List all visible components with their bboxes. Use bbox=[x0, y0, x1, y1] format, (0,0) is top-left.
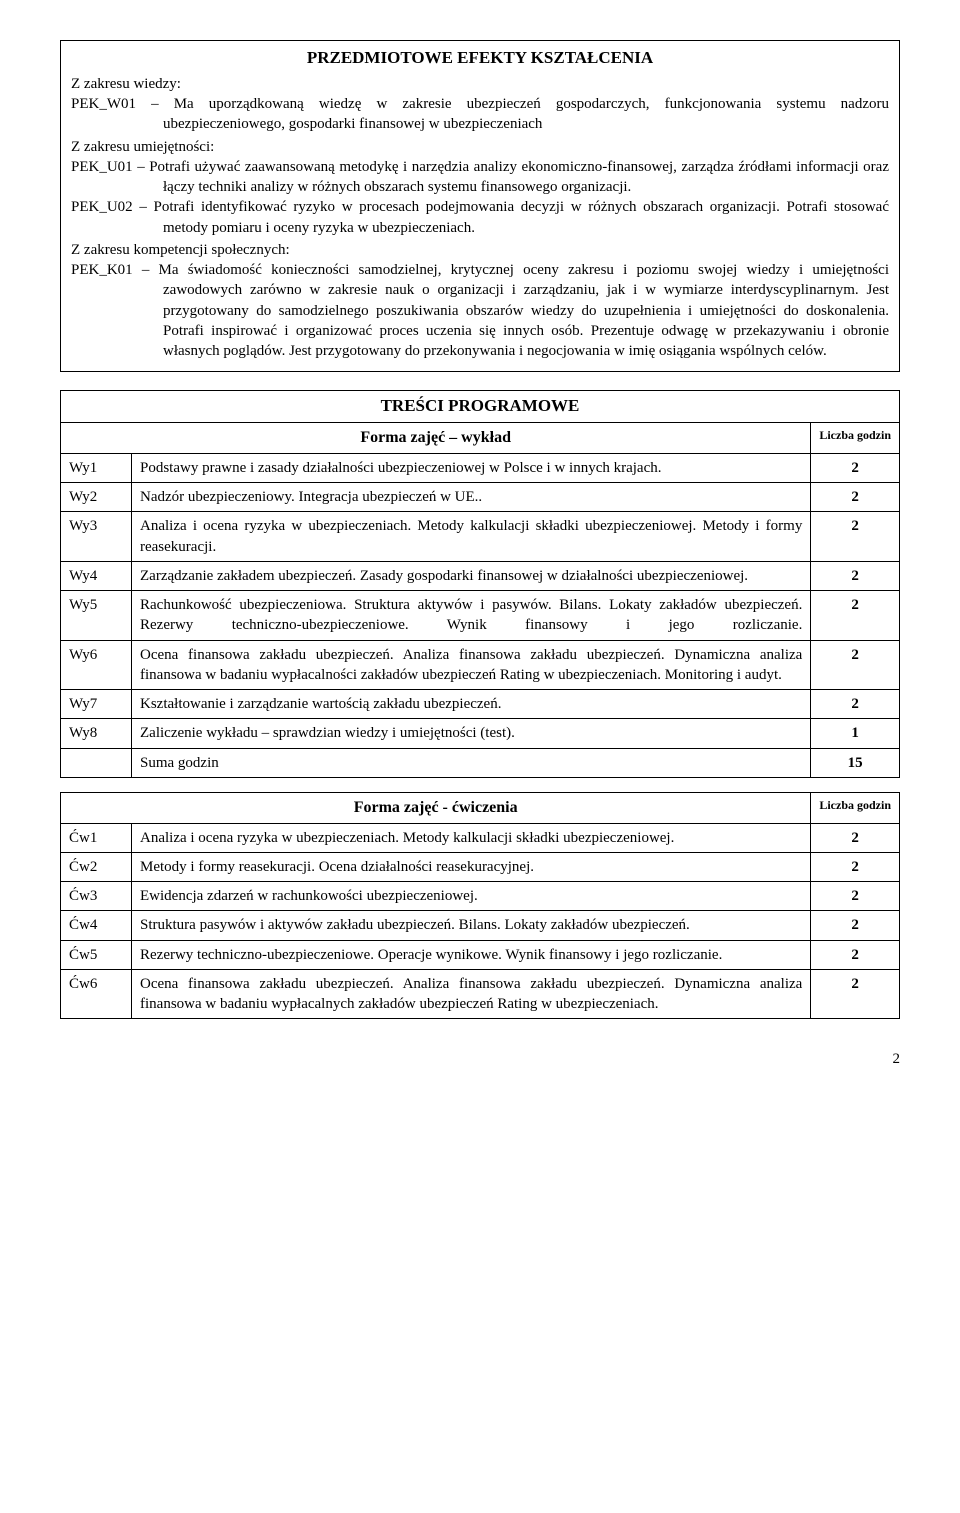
table-row: Ćw3 Ewidencja zdarzeń w rachunkowości ub… bbox=[61, 882, 900, 911]
row-desc: Ocena finansowa zakładu ubezpieczeń. Ana… bbox=[132, 640, 811, 690]
row-hours: 2 bbox=[811, 453, 900, 482]
komp-label: Z zakresu kompetencji społecznych: bbox=[71, 240, 889, 260]
table-row: Ćw2 Metody i formy reasekuracji. Ocena d… bbox=[61, 852, 900, 881]
row-desc: Analiza i ocena ryzyka w ubezpieczeniach… bbox=[132, 512, 811, 562]
row-hours: 2 bbox=[811, 911, 900, 940]
pek-text: – Ma uporządkowaną wiedzę w zakresie ube… bbox=[136, 96, 889, 132]
table-row: Ćw4 Struktura pasywów i aktywów zakładu … bbox=[61, 911, 900, 940]
row-desc: Rezerwy techniczno-ubezpieczeniowe. Oper… bbox=[132, 940, 811, 969]
row-code: Wy6 bbox=[61, 640, 132, 690]
exercises-header: Forma zajęć - ćwiczenia bbox=[61, 792, 811, 823]
pek-item: PEK_U01 – Potrafi używać zaawansowaną me… bbox=[71, 157, 889, 198]
hours-header: Liczba godzin bbox=[811, 423, 900, 454]
table-row: Wy2 Nadzór ubezpieczeniowy. Integracja u… bbox=[61, 483, 900, 512]
table-row: Ćw1 Analiza i ocena ryzyka w ubezpieczen… bbox=[61, 823, 900, 852]
row-code: Wy7 bbox=[61, 690, 132, 719]
row-desc: Rachunkowość ubezpieczeniowa. Struktura … bbox=[132, 591, 811, 641]
row-code: Wy5 bbox=[61, 591, 132, 641]
row-desc: Struktura pasywów i aktywów zakładu ubez… bbox=[132, 911, 811, 940]
row-code: Ćw2 bbox=[61, 852, 132, 881]
row-hours: 2 bbox=[811, 852, 900, 881]
row-desc: Zarządzanie zakładem ubezpieczeń. Zasady… bbox=[132, 561, 811, 590]
page-number: 2 bbox=[60, 1049, 900, 1069]
wiedza-block: PEK_W01 – Ma uporządkowaną wiedzę w zakr… bbox=[71, 94, 889, 135]
pek-code: PEK_U02 bbox=[71, 199, 133, 215]
table-row: Ćw5 Rezerwy techniczno-ubezpieczeniowe. … bbox=[61, 940, 900, 969]
row-hours: 2 bbox=[811, 512, 900, 562]
pek-item: PEK_U02 – Potrafi identyfikować ryzyko w… bbox=[71, 197, 889, 238]
effects-box: PRZEDMIOTOWE EFEKTY KSZTAŁCENIA Z zakres… bbox=[60, 40, 900, 372]
table-row: Wy4 Zarządzanie zakładem ubezpieczeń. Za… bbox=[61, 561, 900, 590]
umiej-label: Z zakresu umiejętności: bbox=[71, 137, 889, 157]
umiej-block: PEK_U01 – Potrafi używać zaawansowaną me… bbox=[71, 157, 889, 238]
row-hours: 2 bbox=[811, 591, 900, 641]
table-row: Wy7 Kształtowanie i zarządzanie wartości… bbox=[61, 690, 900, 719]
table-row: Suma godzin 15 bbox=[61, 748, 900, 777]
row-hours: 2 bbox=[811, 823, 900, 852]
table-row: Wy8 Zaliczenie wykładu – sprawdzian wied… bbox=[61, 719, 900, 748]
row-hours: 1 bbox=[811, 719, 900, 748]
row-desc: Nadzór ubezpieczeniowy. Integracja ubezp… bbox=[132, 483, 811, 512]
row-code: Wy2 bbox=[61, 483, 132, 512]
row-code: Ćw3 bbox=[61, 882, 132, 911]
row-desc: Zaliczenie wykładu – sprawdzian wiedzy i… bbox=[132, 719, 811, 748]
table-row: Ćw6 Ocena finansowa zakładu ubezpieczeń.… bbox=[61, 969, 900, 1019]
row-hours: 2 bbox=[811, 969, 900, 1019]
pek-code: PEK_K01 bbox=[71, 262, 133, 278]
lecture-header: Forma zajęć – wykład bbox=[61, 423, 811, 454]
table-row: Forma zajęć - ćwiczenia Liczba godzin bbox=[61, 792, 900, 823]
row-hours: 2 bbox=[811, 882, 900, 911]
row-code: Ćw5 bbox=[61, 940, 132, 969]
row-hours: 2 bbox=[811, 940, 900, 969]
row-code: Wy1 bbox=[61, 453, 132, 482]
pek-code: PEK_W01 bbox=[71, 96, 136, 112]
pek-text: – Potrafi używać zaawansowaną metodykę i… bbox=[133, 159, 889, 195]
pek-text: – Ma świadomość konieczności samodzielne… bbox=[133, 262, 889, 359]
pek-code: PEK_U01 bbox=[71, 159, 133, 175]
table-row: Wy6 Ocena finansowa zakładu ubezpieczeń.… bbox=[61, 640, 900, 690]
row-desc: Ocena finansowa zakładu ubezpieczeń. Ana… bbox=[132, 969, 811, 1019]
row-desc: Kształtowanie i zarządzanie wartością za… bbox=[132, 690, 811, 719]
pek-text: – Potrafi identyfikować ryzyko w procesa… bbox=[133, 199, 889, 235]
row-code: Ćw4 bbox=[61, 911, 132, 940]
table-row: Wy1 Podstawy prawne i zasady działalnośc… bbox=[61, 453, 900, 482]
row-code: Ćw1 bbox=[61, 823, 132, 852]
table-row: Forma zajęć – wykład Liczba godzin bbox=[61, 423, 900, 454]
row-hours: 2 bbox=[811, 561, 900, 590]
sum-value: 15 bbox=[811, 748, 900, 777]
komp-block: PEK_K01 – Ma świadomość konieczności sam… bbox=[71, 260, 889, 361]
table-row: Wy5 Rachunkowość ubezpieczeniowa. Strukt… bbox=[61, 591, 900, 641]
row-desc: Podstawy prawne i zasady działalności ub… bbox=[132, 453, 811, 482]
row-code: Wy4 bbox=[61, 561, 132, 590]
row-code: Ćw6 bbox=[61, 969, 132, 1019]
pek-item: PEK_W01 – Ma uporządkowaną wiedzę w zakr… bbox=[71, 94, 889, 135]
lecture-table: TREŚCI PROGRAMOWE Forma zajęć – wykład L… bbox=[60, 390, 900, 778]
row-desc: Ewidencja zdarzeń w rachunkowości ubezpi… bbox=[132, 882, 811, 911]
pek-item: PEK_K01 – Ma świadomość konieczności sam… bbox=[71, 260, 889, 361]
exercises-table: Forma zajęć - ćwiczenia Liczba godzin Ćw… bbox=[60, 792, 900, 1019]
wiedza-label: Z zakresu wiedzy: bbox=[71, 74, 889, 94]
empty-cell bbox=[61, 748, 132, 777]
table-row: TREŚCI PROGRAMOWE bbox=[61, 391, 900, 423]
row-code: Wy8 bbox=[61, 719, 132, 748]
hours-header: Liczba godzin bbox=[811, 792, 900, 823]
prog-title: TREŚCI PROGRAMOWE bbox=[61, 391, 900, 423]
effects-title: PRZEDMIOTOWE EFEKTY KSZTAŁCENIA bbox=[71, 47, 889, 70]
row-hours: 2 bbox=[811, 690, 900, 719]
row-desc: Metody i formy reasekuracji. Ocena dział… bbox=[132, 852, 811, 881]
row-hours: 2 bbox=[811, 640, 900, 690]
sum-label: Suma godzin bbox=[132, 748, 811, 777]
table-row: Wy3 Analiza i ocena ryzyka w ubezpieczen… bbox=[61, 512, 900, 562]
row-code: Wy3 bbox=[61, 512, 132, 562]
row-desc: Analiza i ocena ryzyka w ubezpieczeniach… bbox=[132, 823, 811, 852]
row-hours: 2 bbox=[811, 483, 900, 512]
